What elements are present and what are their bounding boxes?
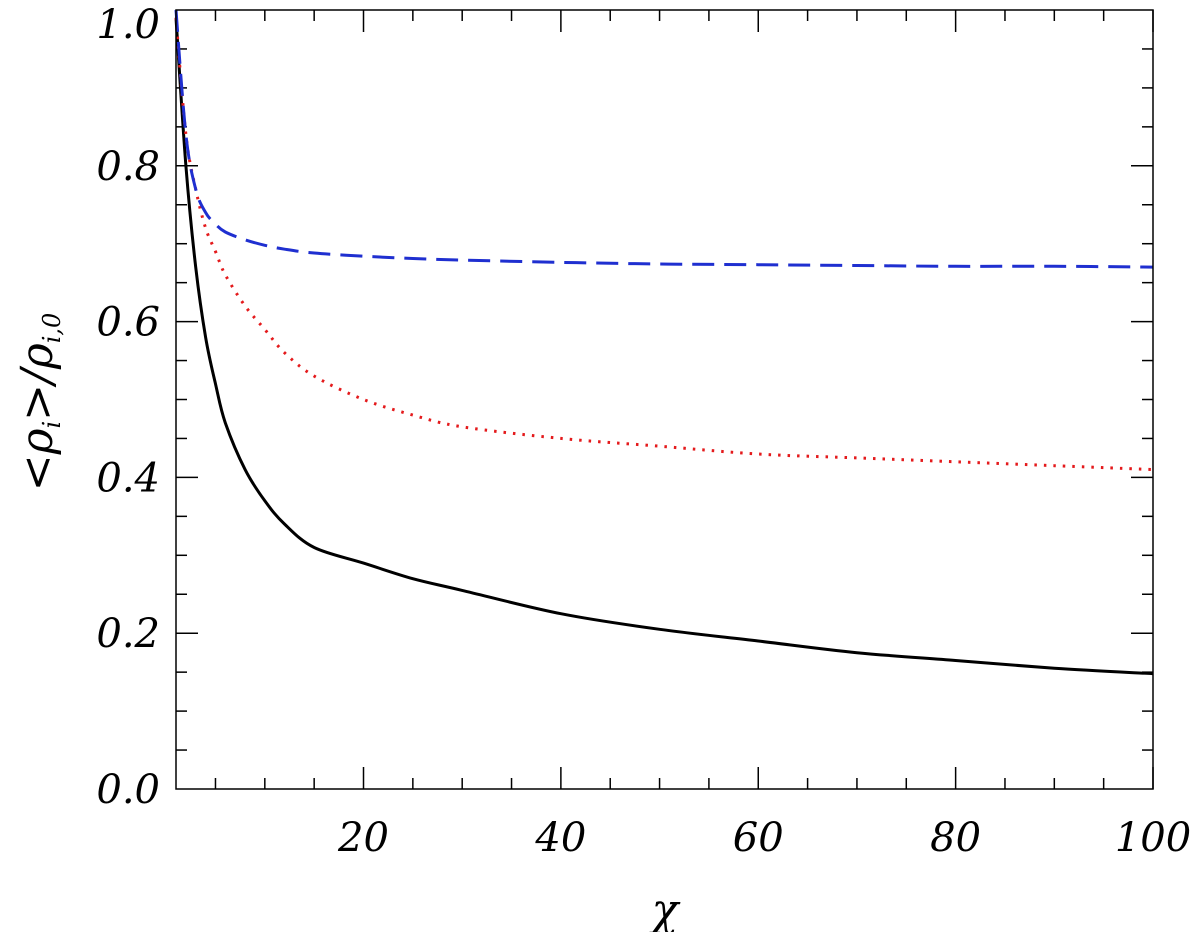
y-tick-label: 1.0 [96, 2, 160, 48]
tick-labels: 20 40 60 80 100 0.0 0.2 0.4 0.6 0.8 1.0 [96, 2, 1191, 861]
y-axis-title-rho-2: ρ [12, 343, 63, 370]
x-axis-title: χ [649, 885, 681, 932]
y-axis-title-rho: ρ [12, 428, 63, 455]
y-axis-title-slash: / [12, 365, 63, 388]
y-axis-title-sub-i0: i,0 [38, 313, 66, 344]
y-axis-title-sub-i: i [38, 421, 66, 429]
y-tick-label: 0.8 [96, 144, 160, 190]
axis-ticks [176, 10, 1154, 789]
y-tick-label: 0.6 [96, 300, 160, 346]
series-line-solid [174, 17, 1154, 676]
y-tick-label: 0.0 [96, 767, 160, 813]
y-tick-label: 0.2 [96, 611, 160, 657]
series-line-dotted [174, 17, 1154, 472]
y-axis-title-gt: > [12, 384, 63, 421]
x-tick-label: 40 [534, 815, 586, 861]
x-tick-label: 20 [337, 815, 389, 861]
x-tick-label: 100 [1115, 815, 1191, 861]
y-axis-title: <ρi>/ρi,0 [12, 313, 66, 492]
y-axis-title-lt: < [12, 454, 63, 491]
x-tick-label: 60 [733, 815, 784, 861]
series-group [174, 9, 1154, 676]
plot-frame [175, 9, 1154, 790]
series-line-dashed [174, 9, 1154, 269]
y-tick-label: 0.4 [96, 455, 160, 501]
x-tick-label: 80 [930, 815, 981, 861]
